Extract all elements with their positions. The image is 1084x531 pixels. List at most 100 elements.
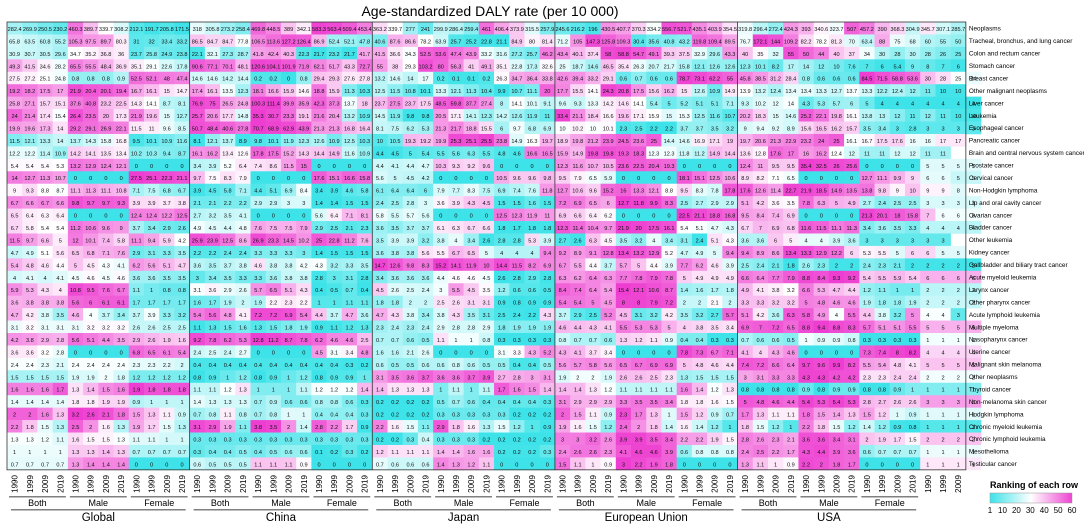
cell-value-label: 0 xyxy=(120,176,123,182)
cell-value-label: 0.5 xyxy=(391,363,399,369)
cell-value-label: 2.4 xyxy=(239,251,247,257)
cell-value-label: 32 xyxy=(772,52,778,58)
heatmap-cell xyxy=(752,22,769,35)
cell-value-label: 1.1 xyxy=(483,462,491,468)
cell-value-label: 2.9 xyxy=(224,288,232,294)
region-label: European Union xyxy=(605,512,688,524)
cell-value-label: 0.7 xyxy=(148,450,156,456)
cell-value-label: 1.7 xyxy=(741,413,749,419)
cell-value-label: 4.6 xyxy=(452,276,460,282)
cell-value-label: 8.8 xyxy=(802,276,810,282)
cell-value-label: 3.3 xyxy=(285,251,293,257)
heatmap-cell xyxy=(722,34,738,48)
cell-value-label: 40.6 xyxy=(222,126,233,132)
cell-value-label: 6.6 xyxy=(772,363,780,369)
cell-value-label: 47.8 xyxy=(359,39,370,45)
cell-value-label: 1.4 xyxy=(574,388,582,394)
cell-value-label: 8.9 xyxy=(239,139,247,145)
cell-value-label: 5.6 xyxy=(72,301,80,307)
cell-value-label: 12.9 xyxy=(816,251,827,257)
cell-value-label: 25.8 xyxy=(9,102,20,108)
cell-value-label: 10.9 xyxy=(359,151,370,157)
cell-value-label: 4.1 xyxy=(620,450,628,456)
cell-value-label: 0.6 xyxy=(756,338,764,344)
cell-value-label: 9.7 xyxy=(513,126,521,132)
cell-value-label: 22.9 xyxy=(785,139,796,145)
cell-value-label: 37.6 xyxy=(70,102,81,108)
heatmap-cell xyxy=(22,133,38,147)
heatmap-cell xyxy=(707,121,723,135)
row-label: Lip and oral cavity cancer xyxy=(969,200,1042,207)
cell-value-label: 13.5 xyxy=(100,151,111,157)
cell-value-label: 2.9 xyxy=(209,425,217,431)
cell-value-label: 3.5 xyxy=(376,238,384,244)
heatmap-cell xyxy=(874,46,891,60)
cell-value-label: 2.4 xyxy=(224,251,232,257)
cell-value-label: 7.6 xyxy=(102,288,110,294)
cell-value-label: 2.5 xyxy=(589,313,597,319)
cell-value-label: 10.7 xyxy=(55,176,66,182)
cell-value-label: 9 xyxy=(13,189,16,195)
cell-value-label: 8 xyxy=(957,189,960,195)
cell-value-label: 12.8 xyxy=(253,338,264,344)
cell-value-label: 7.6 xyxy=(848,64,856,70)
cell-value-label: 10.9 xyxy=(359,114,370,120)
cell-value-label: 2.2 xyxy=(528,313,536,319)
cell-value-label: 5 xyxy=(957,363,960,369)
cell-value-label: 0 xyxy=(348,164,351,170)
cell-value-label: 1.7 xyxy=(148,425,156,431)
cell-value-label: 2.4 xyxy=(559,450,567,456)
cell-value-label: 1 xyxy=(926,450,929,456)
heatmap-cell xyxy=(631,34,647,48)
cell-value-label: 6.5 xyxy=(11,214,19,220)
heatmap-cell xyxy=(539,59,556,73)
cell-value-label: 21.1 xyxy=(694,214,705,220)
cell-value-label: 5.6 xyxy=(604,363,612,369)
cell-value-label: 13.2 xyxy=(755,89,766,95)
cell-value-label: 4.1 xyxy=(239,214,247,220)
cell-value-label: 5.1 xyxy=(87,338,95,344)
cell-value-label: 22.5 xyxy=(679,214,690,220)
cell-value-label: 1 xyxy=(59,450,62,456)
heatmap-cell xyxy=(7,22,23,35)
cell-value-label: 11.2 xyxy=(70,226,80,232)
heatmap-cell xyxy=(509,46,525,60)
year-tick-label: 1999 xyxy=(208,474,217,492)
cell-value-label: 40.1 xyxy=(572,52,583,58)
cell-value-label: 4.9 xyxy=(696,276,704,282)
cell-value-label: 12.6 xyxy=(725,64,736,70)
cell-value-label: 0 xyxy=(363,462,366,468)
cell-value-label: 258.4 xyxy=(236,27,250,33)
cell-value-label: 16.4 xyxy=(359,126,370,132)
cell-value-label: 1.7 xyxy=(513,226,521,232)
cell-value-label: 1.4 xyxy=(193,400,201,406)
cell-value-label: 12.2 xyxy=(9,151,20,157)
cell-value-label: 25 xyxy=(955,77,961,83)
cell-value-label: 1 xyxy=(957,425,960,431)
cell-value-label: 1.8 xyxy=(117,375,125,381)
cell-value-label: 16.8 xyxy=(344,126,355,132)
cell-value-label: 6 xyxy=(926,176,929,182)
cell-value-label: 25.9 xyxy=(192,238,203,244)
cell-value-label: 4 xyxy=(454,238,457,244)
cell-value-label: 25.1 xyxy=(40,77,51,83)
cell-value-label: 17 xyxy=(940,139,946,145)
heatmap-cell xyxy=(904,121,921,135)
cell-value-label: 6.8 xyxy=(87,251,95,257)
cell-value-label: 25.1 xyxy=(466,139,477,145)
cell-value-label: 4.5 xyxy=(87,263,95,269)
cell-value-label: 8.9 xyxy=(787,126,795,132)
cell-value-label: 8.4 xyxy=(559,288,567,294)
cell-value-label: 1.7 xyxy=(848,462,856,468)
cell-value-label: 0 xyxy=(515,462,518,468)
cell-value-label: 5.5 xyxy=(848,313,856,319)
cell-value-label: 25 xyxy=(316,238,322,244)
cell-value-label: 0.2 xyxy=(376,437,384,443)
cell-value-label: 0.6 xyxy=(376,363,384,369)
cell-value-label: 28 xyxy=(894,52,900,58)
cell-value-label: 1.8 xyxy=(391,301,399,307)
heatmap-cell xyxy=(676,59,693,73)
heatmap-cell xyxy=(539,133,556,147)
heatmap-cell xyxy=(235,121,251,135)
cell-value-label: 1.5 xyxy=(346,251,354,257)
